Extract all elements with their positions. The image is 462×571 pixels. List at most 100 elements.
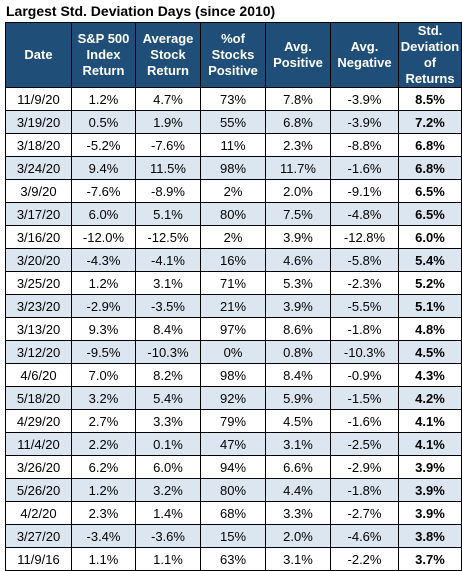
cell-average-stock-return: -8.9% [135,179,201,203]
cell-percent-positive: 11% [200,133,266,157]
cell-sp500-return: 2.2% [71,432,136,456]
table-row: 3/16/20 -12.0% -12.5% 2% 3.9% -12.8% 6.0% [5,225,462,249]
cell-date: 4/2/20 [5,501,72,525]
cell-date: 5/18/20 [5,386,72,410]
table-row: 3/20/20 -4.3% -4.1% 16% 4.6% -5.8% 5.4% [5,248,462,272]
table-row: 3/12/20 -9.5% -10.3% 0% 0.8% -10.3% 4.5% [5,340,462,364]
cell-date: 3/17/20 [5,202,72,226]
table-row: 4/29/20 2.7% 3.3% 79% 4.5% -1.6% 4.1% [5,409,462,433]
cell-avg-negative: -8.8% [330,133,399,157]
cell-percent-positive: 63% [200,547,266,571]
cell-average-stock-return: -7.6% [135,133,201,157]
cell-avg-negative: -1.6% [330,156,399,180]
cell-avg-positive: 8.6% [265,317,331,341]
cell-average-stock-return: 4.7% [135,87,201,111]
table-row: 3/23/20 -2.9% -3.5% 21% 3.9% -5.5% 5.1% [5,294,462,318]
cell-std-deviation: 6.8% [398,156,462,180]
cell-date: 3/9/20 [5,179,72,203]
cell-sp500-return: 9.3% [71,317,136,341]
cell-percent-positive: 47% [200,432,266,456]
cell-std-deviation: 5.2% [398,271,462,295]
cell-percent-positive: 68% [200,501,266,525]
cell-average-stock-return: -3.5% [135,294,201,318]
cell-avg-negative: -12.8% [330,225,399,249]
cell-percent-positive: 71% [200,271,266,295]
cell-avg-negative: -4.8% [330,202,399,226]
cell-std-deviation: 8.5% [398,87,462,111]
cell-avg-positive: 7.8% [265,87,331,111]
cell-avg-positive: 3.9% [265,294,331,318]
cell-sp500-return: 3.2% [71,386,136,410]
cell-sp500-return: -4.3% [71,248,136,272]
cell-percent-positive: 2% [200,179,266,203]
cell-average-stock-return: 8.2% [135,363,201,387]
cell-avg-negative: -10.3% [330,340,399,364]
cell-sp500-return: 7.0% [71,363,136,387]
header-sp500-return: S&P 500 Index Return [71,22,136,88]
cell-avg-positive: 8.4% [265,363,331,387]
header-avg-positive: Avg. Positive [265,22,331,88]
table-row: 3/17/20 6.0% 5.1% 80% 7.5% -4.8% 6.5% [5,202,462,226]
cell-percent-positive: 0% [200,340,266,364]
header-date: Date [5,22,72,88]
cell-average-stock-return: 0.1% [135,432,201,456]
cell-avg-positive: 2.0% [265,179,331,203]
cell-sp500-return: 9.4% [71,156,136,180]
cell-sp500-return: -3.4% [71,524,136,548]
cell-sp500-return: 1.2% [71,478,136,502]
cell-average-stock-return: -3.6% [135,524,201,548]
cell-avg-negative: -2.5% [330,432,399,456]
table-row: 3/26/20 6.2% 6.0% 94% 6.6% -2.9% 3.9% [5,455,462,479]
cell-std-deviation: 4.2% [398,386,462,410]
cell-avg-positive: 3.3% [265,501,331,525]
std-deviation-table: Date S&P 500 Index Return Average Stock … [5,22,462,571]
cell-sp500-return: -5.2% [71,133,136,157]
cell-average-stock-return: -4.1% [135,248,201,272]
cell-percent-positive: 98% [200,156,266,180]
cell-avg-positive: 3.9% [265,225,331,249]
cell-percent-positive: 2% [200,225,266,249]
cell-avg-positive: 5.3% [265,271,331,295]
cell-date: 11/4/20 [5,432,72,456]
cell-sp500-return: 6.0% [71,202,136,226]
cell-percent-positive: 80% [200,202,266,226]
table-row: 3/19/20 0.5% 1.9% 55% 6.8% -3.9% 7.2% [5,110,462,134]
cell-avg-negative: -2.2% [330,547,399,571]
cell-average-stock-return: -10.3% [135,340,201,364]
cell-date: 3/19/20 [5,110,72,134]
header-row: Date S&P 500 Index Return Average Stock … [5,22,462,88]
cell-std-deviation: 6.8% [398,133,462,157]
header-std-deviation: Std. Deviation of Returns [398,22,462,88]
cell-avg-positive: 6.8% [265,110,331,134]
cell-average-stock-return: 1.1% [135,547,201,571]
cell-percent-positive: 80% [200,478,266,502]
header-average-stock-return: Average Stock Return [135,22,201,88]
table-title: Largest Std. Deviation Days (since 2010) [6,3,276,19]
table-row: 3/18/20 -5.2% -7.6% 11% 2.3% -8.8% 6.8% [5,133,462,157]
cell-average-stock-return: 5.4% [135,386,201,410]
cell-std-deviation: 3.9% [398,501,462,525]
header-percent-positive: %of Stocks Positive [200,22,266,88]
cell-avg-negative: -4.6% [330,524,399,548]
header-avg-negative: Avg. Negative [330,22,399,88]
cell-average-stock-return: 3.3% [135,409,201,433]
cell-avg-negative: -1.5% [330,386,399,410]
cell-date: 3/18/20 [5,133,72,157]
cell-avg-negative: -1.6% [330,409,399,433]
cell-date: 3/23/20 [5,294,72,318]
cell-date: 3/24/20 [5,156,72,180]
cell-std-deviation: 4.5% [398,340,462,364]
cell-sp500-return: -7.6% [71,179,136,203]
cell-sp500-return: -2.9% [71,294,136,318]
cell-std-deviation: 6.5% [398,179,462,203]
cell-avg-positive: 2.3% [265,133,331,157]
cell-percent-positive: 55% [200,110,266,134]
table-row: 11/4/20 2.2% 0.1% 47% 3.1% -2.5% 4.1% [5,432,462,456]
cell-std-deviation: 4.8% [398,317,462,341]
cell-average-stock-return: 1.4% [135,501,201,525]
cell-average-stock-return: 6.0% [135,455,201,479]
cell-std-deviation: 3.9% [398,478,462,502]
cell-percent-positive: 79% [200,409,266,433]
cell-date: 3/16/20 [5,225,72,249]
cell-average-stock-return: 1.9% [135,110,201,134]
